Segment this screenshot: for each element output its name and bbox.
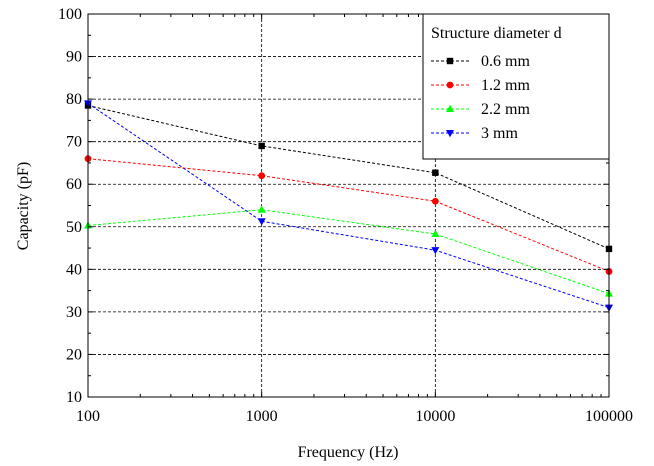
legend-label: 0.6 mm [481,53,530,70]
data-point [431,229,440,238]
y-tick-label: 90 [66,49,82,66]
legend-marker [446,130,454,138]
data-point [257,205,266,213]
y-tick-label: 20 [66,346,82,363]
grid [88,14,609,397]
legend-item: 1.2 mm [431,77,530,94]
legend-marker [446,57,454,65]
data-point [258,172,266,180]
y-tick-label: 80 [66,91,82,108]
series-line [87,102,610,309]
data-point [258,142,265,150]
y-tick-label: 40 [66,261,82,278]
y-tick-label: 50 [66,219,82,236]
y-tick-label: 30 [66,304,82,321]
x-tick-label: 1000 [246,408,278,425]
x-tick-label: 100 [76,408,100,425]
legend: Structure diameter d 0.6 mm 1.2 mm 2.2 mm 3… [422,13,610,160]
data-point [257,218,266,226]
legend-marker [446,104,454,112]
series-line [87,158,610,272]
legend-label: 3 mm [481,125,518,142]
series-layer [84,100,613,312]
series-line [87,105,610,250]
legend-box [422,13,610,160]
legend-item: 0.6 mm [431,53,530,70]
x-tick-label: 10000 [415,408,455,425]
legend-label: 2.2 mm [481,101,530,118]
legend-label: 1.2 mm [481,77,530,94]
y-tick-label: 10 [66,389,82,406]
legend-title: Structure diameter d [431,25,562,42]
legend-item: 2.2 mm [431,101,530,118]
series-line [87,209,610,295]
y-tick-label: 70 [66,134,82,151]
x-tick-label: 100000 [585,408,633,425]
series-2-2-mm-mm-group [84,205,613,297]
y-tick-label: 100 [58,6,82,23]
legend-marker [446,81,454,89]
x-axis-title: Frequency (Hz) [298,444,399,461]
data-point [432,169,439,176]
data-point [431,197,439,205]
y-tick-label: 60 [66,176,82,193]
y-axis-title: Capacity (pF) [15,162,32,250]
data-point [431,247,440,255]
legend-item: 3 mm [431,125,518,142]
tick-labels: 10 20 30 40 50 60 70 80 90 100 100 1000 10000 100000 [58,6,633,425]
legend-items: 0.6 mm 1.2 mm 2.2 mm 3 mm [431,53,530,142]
